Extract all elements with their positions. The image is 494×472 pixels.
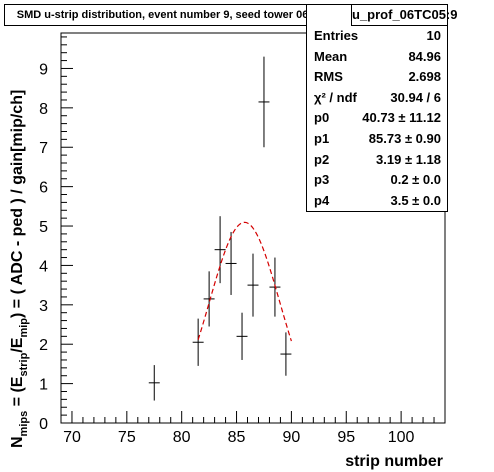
- stats-key: Mean: [314, 48, 348, 64]
- x-tick-label: 90: [283, 429, 301, 446]
- y-tick-label: 2: [39, 337, 48, 354]
- stats-row: p3 0.2 ± 0.0: [307, 169, 447, 191]
- data-point: [192, 318, 204, 366]
- chart-title: SMD u-strip distribution, event number 9…: [4, 4, 348, 26]
- stats-histogram-name: u_prof_06TC05:9: [351, 5, 457, 26]
- stats-value: 3.19 ± 1.18: [376, 151, 441, 167]
- stats-value: 40.73 ± 11.12: [362, 110, 441, 126]
- stats-key: p4: [314, 192, 330, 208]
- stats-value: 30.94 / 6: [390, 89, 441, 105]
- stats-key: Entries: [314, 28, 359, 43]
- stats-row: p2 3.19 ± 1.18: [307, 149, 447, 171]
- y-tick-label: 4: [39, 258, 48, 275]
- stats-row: p4 3.5 ± 0.0: [307, 190, 447, 212]
- data-point: [225, 231, 237, 295]
- stats-key: p1: [314, 131, 330, 146]
- stats-value: 84.96: [408, 48, 441, 64]
- x-tick-label: 75: [118, 429, 136, 446]
- y-tick-label: 3: [39, 298, 48, 315]
- stats-value: 2.698: [408, 69, 441, 85]
- x-axis-label: strip number: [345, 453, 443, 470]
- y-tick-label: 8: [39, 101, 48, 118]
- stats-row: p1 85.73 ± 0.90: [307, 128, 447, 150]
- x-tick-label: 70: [63, 429, 81, 446]
- stats-key: χ² / ndf: [314, 89, 357, 105]
- stats-row: p0 40.73 ± 11.12: [307, 107, 447, 129]
- stats-key: p0: [314, 110, 330, 126]
- x-tick-label: 85: [228, 429, 246, 446]
- plot-frame: [60, 32, 446, 424]
- x-tick-label: 80: [173, 429, 191, 446]
- data-point: [214, 216, 226, 284]
- y-tick-label: 5: [39, 219, 48, 236]
- data-point: [148, 365, 160, 401]
- y-tick-label: 1: [39, 377, 48, 394]
- x-axis: 70 75 80 85 90 95 100: [60, 411, 446, 446]
- stats-value: 85.73 ± 0.90: [368, 131, 441, 146]
- stats-row: Entries 10: [307, 25, 447, 47]
- stats-value: 10: [426, 28, 441, 43]
- data-point: [280, 332, 292, 376]
- plot-frame-rect: [60, 32, 446, 424]
- y-tick-label: 7: [39, 140, 48, 157]
- stats-key: p2: [314, 151, 330, 167]
- stats-key: p3: [314, 172, 330, 188]
- x-tick-label: 95: [337, 429, 355, 446]
- data-points: [148, 56, 292, 401]
- y-tick-label: 6: [39, 180, 48, 197]
- stats-key: RMS: [314, 69, 343, 85]
- data-point: [258, 56, 270, 148]
- stats-value: 3.5 ± 0.0: [390, 192, 441, 208]
- fit-curve-group: [197, 221, 292, 342]
- y-axis-label: Nmips = (Estrip/Emip) = ( ADC - ped ) / …: [9, 90, 30, 448]
- fit-curve: [197, 221, 292, 342]
- stats-box: u_prof_06TC05:9 Entries 10 Mean 84.96 RMS 2.6…: [306, 4, 457, 212]
- y-tick-label: 0: [39, 416, 48, 433]
- stats-row: Mean 84.96: [307, 46, 447, 68]
- stats-row: χ² / ndf 30.94 / 6: [307, 87, 447, 109]
- data-point: [236, 312, 248, 360]
- stats-row: RMS 2.698: [307, 66, 447, 88]
- data-point: [203, 271, 215, 327]
- y-axis: 0 1 2 3 4 5 6 7 8 9: [39, 36, 73, 433]
- x-tick-label: 100: [388, 429, 415, 446]
- y-tick-label: 9: [39, 61, 48, 78]
- data-point: [247, 253, 259, 317]
- stats-value: 0.2 ± 0.0: [390, 172, 441, 188]
